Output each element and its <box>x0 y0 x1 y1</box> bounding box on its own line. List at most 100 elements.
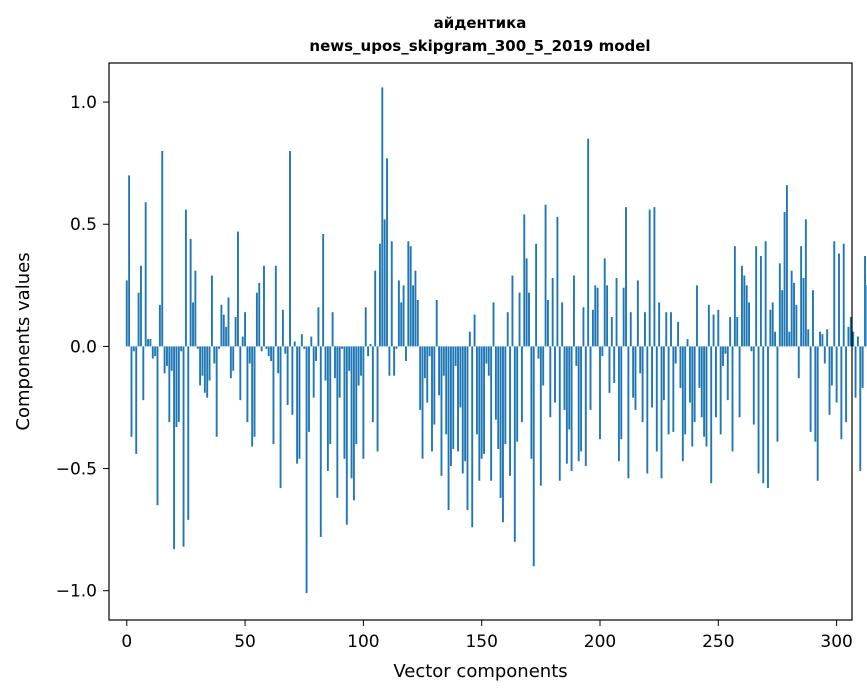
bar-253 <box>724 346 727 354</box>
bar-173 <box>535 243 538 347</box>
bar-75 <box>303 346 306 349</box>
bar-209 <box>620 346 623 440</box>
bar-293 <box>819 331 821 347</box>
bar-268 <box>759 256 762 347</box>
bar-301 <box>838 253 840 347</box>
bar-66 <box>281 309 284 347</box>
bar-311 <box>861 346 864 388</box>
bar-32 <box>201 346 204 376</box>
bar-110 <box>386 158 388 347</box>
bar-263 <box>748 302 751 347</box>
bar-305 <box>847 326 850 347</box>
bar-281 <box>790 270 793 347</box>
bar-291 <box>814 346 817 442</box>
bar-0 <box>125 280 128 347</box>
bar-138 <box>452 346 455 449</box>
bar-63 <box>274 265 277 347</box>
bar-120 <box>409 246 412 347</box>
bar-182 <box>556 216 559 347</box>
bar-11 <box>151 346 154 359</box>
bar-31 <box>199 346 202 386</box>
bar-252 <box>722 346 724 366</box>
bar-199 <box>596 287 599 347</box>
bar-124 <box>419 346 422 410</box>
bar-23 <box>180 346 183 352</box>
bar-5 <box>137 292 140 347</box>
bar-236 <box>684 346 687 435</box>
bar-274 <box>774 331 777 347</box>
bar-37 <box>213 346 216 364</box>
bar-107 <box>378 243 381 347</box>
bar-141 <box>459 346 462 408</box>
bar-24 <box>182 346 185 547</box>
bar-184 <box>561 302 564 347</box>
bar-146 <box>471 346 474 528</box>
bar-71 <box>293 341 296 347</box>
bar-88 <box>334 346 336 379</box>
bar-39 <box>218 346 220 349</box>
bar-2 <box>130 346 133 437</box>
bar-27 <box>189 238 192 347</box>
bar-251 <box>719 346 722 435</box>
bar-87 <box>331 312 334 347</box>
bar-72 <box>296 346 299 464</box>
bar-186 <box>565 346 568 464</box>
bar-26 <box>187 346 190 520</box>
bar-38 <box>215 346 218 437</box>
bar-158 <box>499 346 502 498</box>
bar-41 <box>222 314 225 347</box>
bar-270 <box>764 241 767 347</box>
bar-22 <box>177 346 180 423</box>
bar-127 <box>426 346 429 403</box>
bar-97 <box>355 346 358 445</box>
bar-93 <box>345 346 348 525</box>
bar-77 <box>308 346 310 432</box>
bar-57 <box>260 346 263 352</box>
bar-290 <box>812 290 814 347</box>
x-tick-label: 150 <box>465 632 497 652</box>
bar-34 <box>206 346 209 398</box>
bar-134 <box>442 346 445 376</box>
bar-74 <box>300 334 303 347</box>
bar-306 <box>849 317 852 347</box>
bar-278 <box>783 212 786 347</box>
bar-128 <box>428 346 431 357</box>
bar-104 <box>371 346 374 423</box>
bar-256 <box>731 346 734 452</box>
bar-210 <box>622 287 625 347</box>
bar-114 <box>395 346 398 349</box>
bar-177 <box>544 204 547 347</box>
bar-101 <box>364 307 367 347</box>
bar-292 <box>816 346 819 481</box>
bar-16 <box>163 346 166 374</box>
chart-subtitle: news_upos_skipgram_300_5_2019 model <box>309 37 650 55</box>
bar-50 <box>244 312 246 347</box>
bar-140 <box>457 346 459 452</box>
bar-308 <box>854 346 857 398</box>
y-tick-label: 1.0 <box>70 93 97 113</box>
bar-228 <box>665 312 668 347</box>
bar-208 <box>617 346 620 462</box>
bar-171 <box>530 346 533 459</box>
bar-125 <box>421 346 424 459</box>
bar-297 <box>828 346 831 415</box>
bar-137 <box>449 346 452 467</box>
bar-285 <box>800 246 803 347</box>
bar-222 <box>651 346 653 408</box>
bar-1 <box>128 175 131 347</box>
bar-70 <box>291 346 294 415</box>
bar-216 <box>636 280 639 347</box>
bar-109 <box>383 219 386 347</box>
bar-242 <box>698 346 701 388</box>
bar-244 <box>703 346 706 437</box>
bar-234 <box>679 346 682 388</box>
bar-155 <box>492 302 495 347</box>
bar-59 <box>265 346 268 349</box>
bar-280 <box>788 331 791 347</box>
bar-249 <box>714 346 717 418</box>
bar-19 <box>170 346 173 371</box>
x-tick-label: 50 <box>234 632 256 652</box>
y-axis-ticks: −1.0 −0.5 0.0 0.5 1.0 <box>56 93 109 602</box>
bar-17 <box>166 346 168 366</box>
bar-243 <box>700 346 703 418</box>
